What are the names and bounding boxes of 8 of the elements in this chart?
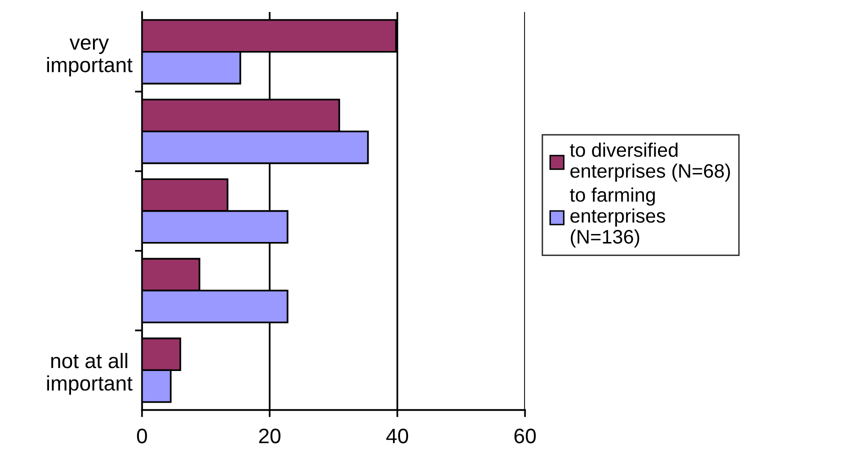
x-tick-label: 40 — [386, 428, 408, 444]
y-tick-label: not at all important — [47, 352, 132, 395]
x-tick-label: 60 — [514, 428, 536, 444]
legend-label: to diversified enterprises (N=68) — [570, 142, 730, 182]
x-tick-label: 0 — [137, 428, 147, 444]
y-tick-label: very important — [47, 38, 132, 76]
legend-label: to farming enterprises (N=136) — [570, 188, 666, 248]
x-tick-label: 20 — [259, 428, 280, 444]
